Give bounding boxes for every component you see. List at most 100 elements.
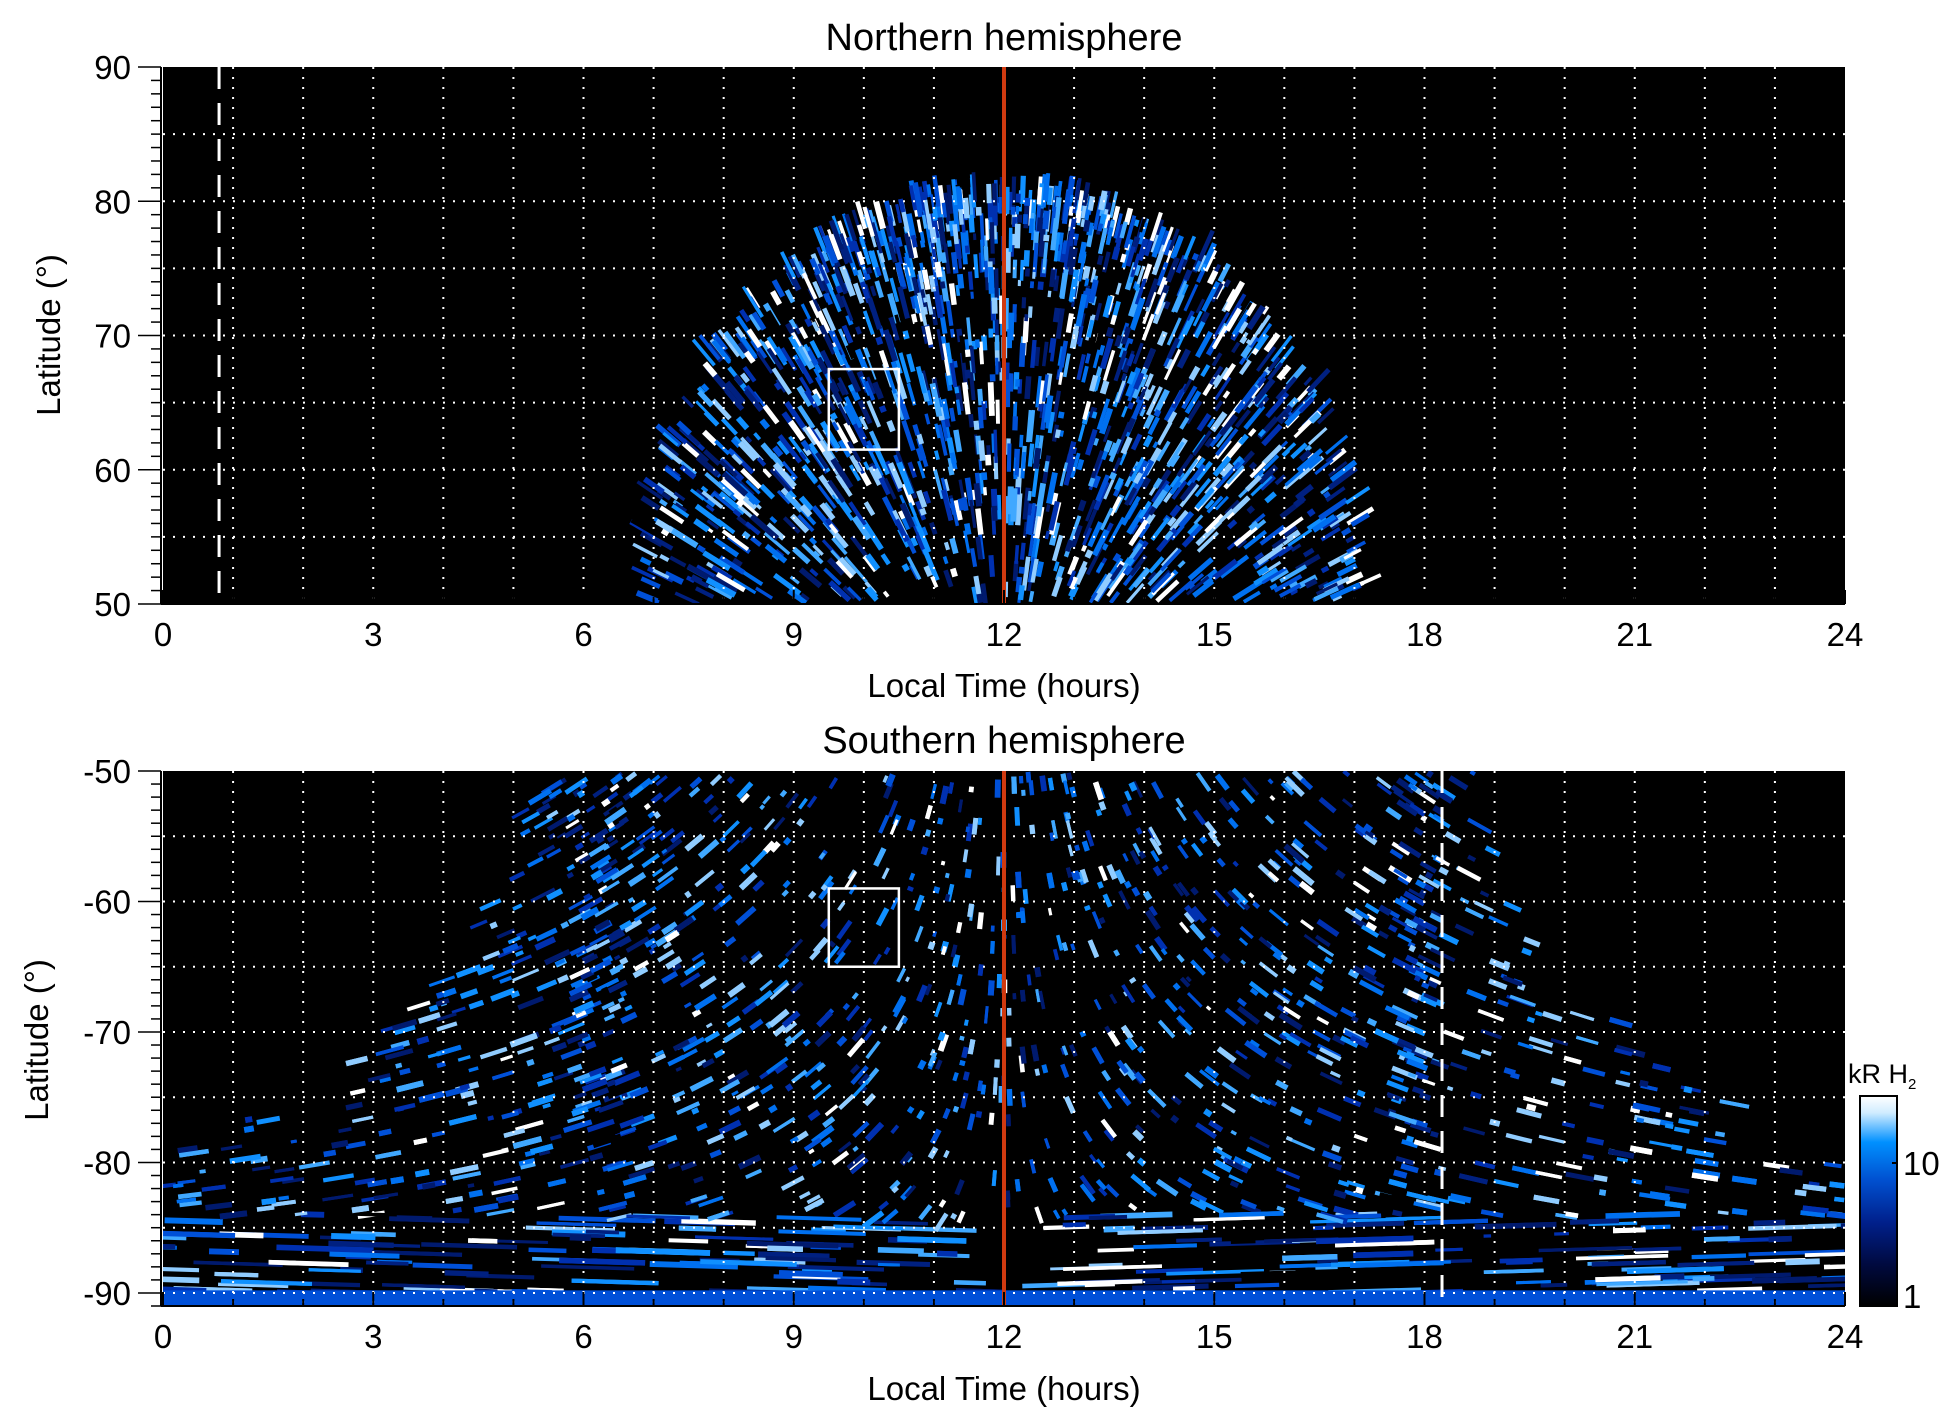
emission-streak	[880, 1025, 888, 1033]
emission-streak	[823, 292, 833, 306]
emission-streak	[589, 958, 612, 974]
emission-streak	[1349, 1035, 1370, 1049]
emission-streak	[1184, 904, 1200, 923]
emission-streak	[970, 291, 974, 299]
emission-streak	[1429, 912, 1443, 923]
emission-streak	[1496, 999, 1509, 1008]
emission-streak	[1303, 376, 1313, 386]
emission-streak	[1261, 566, 1288, 585]
emission-streak	[719, 1078, 741, 1094]
emission-streak	[855, 326, 862, 335]
emission-streak	[851, 515, 872, 541]
emission-streak	[1186, 581, 1196, 590]
emission-streak	[1213, 889, 1231, 908]
emission-streak	[1107, 1030, 1121, 1047]
emission-streak	[1224, 1007, 1247, 1027]
emission-streak	[609, 1237, 635, 1243]
emission-streak	[1287, 528, 1313, 547]
emission-streak	[726, 839, 741, 853]
emission-streak	[1377, 930, 1389, 940]
emission-streak	[1083, 219, 1091, 232]
emission-streak	[1206, 495, 1224, 514]
emission-streak	[627, 847, 645, 861]
emission-streak	[627, 871, 647, 887]
emission-streak	[1198, 1199, 1224, 1215]
emission-streak	[943, 192, 952, 225]
emission-streak	[1396, 799, 1419, 817]
emission-streak	[1444, 831, 1462, 844]
emission-streak	[489, 921, 498, 930]
emission-streak	[753, 432, 762, 441]
emission-streak	[589, 1152, 604, 1162]
emission-streak	[418, 1012, 441, 1024]
emission-streak	[1048, 521, 1061, 546]
emission-streak	[809, 257, 821, 276]
emission-streak	[814, 376, 828, 396]
emission-streak	[647, 533, 674, 551]
emission-streak	[1135, 1124, 1145, 1134]
emission-streak	[1808, 1283, 1845, 1288]
emission-streak	[1151, 572, 1175, 596]
emission-streak	[954, 1179, 965, 1196]
emission-streak	[699, 975, 717, 990]
emission-streak	[1211, 325, 1228, 349]
emission-streak	[846, 586, 862, 602]
emission-streak	[711, 339, 732, 364]
emission-streak	[670, 830, 685, 844]
emission-streak	[778, 1270, 843, 1278]
emission-streak	[632, 966, 649, 979]
emission-streak	[1058, 429, 1065, 437]
emission-streak	[816, 246, 830, 274]
emission-streak	[1218, 797, 1232, 812]
emission-streak	[1035, 375, 1042, 408]
emission-streak	[1378, 904, 1392, 916]
emission-streak	[1329, 459, 1358, 483]
emission-streak	[701, 1058, 715, 1069]
emission-streak	[948, 220, 956, 231]
emission-streak	[1121, 405, 1129, 418]
emission-streak	[1319, 1071, 1343, 1086]
emission-streak	[566, 863, 576, 872]
emission-streak	[442, 987, 457, 998]
emission-streak	[1331, 1034, 1347, 1046]
emission-streak	[1340, 1035, 1359, 1048]
emission-streak	[819, 918, 831, 930]
emission-streak	[778, 1229, 866, 1236]
emission-streak	[804, 317, 813, 328]
emission-streak	[604, 1068, 623, 1081]
emission-streak	[1297, 588, 1306, 597]
x-tick-label: 9	[785, 1318, 803, 1355]
emission-streak	[1120, 436, 1133, 455]
emission-streak	[1143, 388, 1153, 401]
emission-streak	[1170, 1114, 1180, 1124]
emission-streak	[800, 303, 811, 320]
emission-streak	[1097, 1090, 1113, 1110]
emission-streak	[1314, 1000, 1339, 1018]
emission-streak	[845, 314, 854, 326]
emission-streak	[1273, 574, 1303, 593]
emission-streak	[713, 537, 740, 558]
emission-streak	[1240, 788, 1256, 805]
emission-streak	[1029, 824, 1036, 835]
emission-streak	[1446, 1085, 1454, 1092]
emission-streak	[1245, 302, 1257, 317]
emission-streak	[1159, 548, 1182, 572]
emission-streak	[1589, 1102, 1605, 1110]
emission-streak	[679, 972, 701, 988]
emission-streak	[987, 266, 995, 294]
emission-streak	[833, 1224, 905, 1231]
emission-streak	[1127, 489, 1139, 506]
emission-streak	[718, 894, 733, 908]
emission-streak	[843, 404, 858, 426]
emission-streak	[828, 940, 836, 948]
emission-streak	[842, 585, 857, 600]
emission-streak	[1028, 218, 1035, 234]
emission-streak	[1252, 901, 1261, 910]
emission-streak	[804, 1198, 825, 1212]
emission-streak	[1248, 980, 1269, 998]
emission-streak	[413, 1137, 428, 1146]
emission-streak	[428, 1004, 439, 1013]
emission-streak	[772, 462, 797, 489]
emission-streak	[345, 1140, 366, 1150]
emission-streak	[1052, 307, 1061, 323]
